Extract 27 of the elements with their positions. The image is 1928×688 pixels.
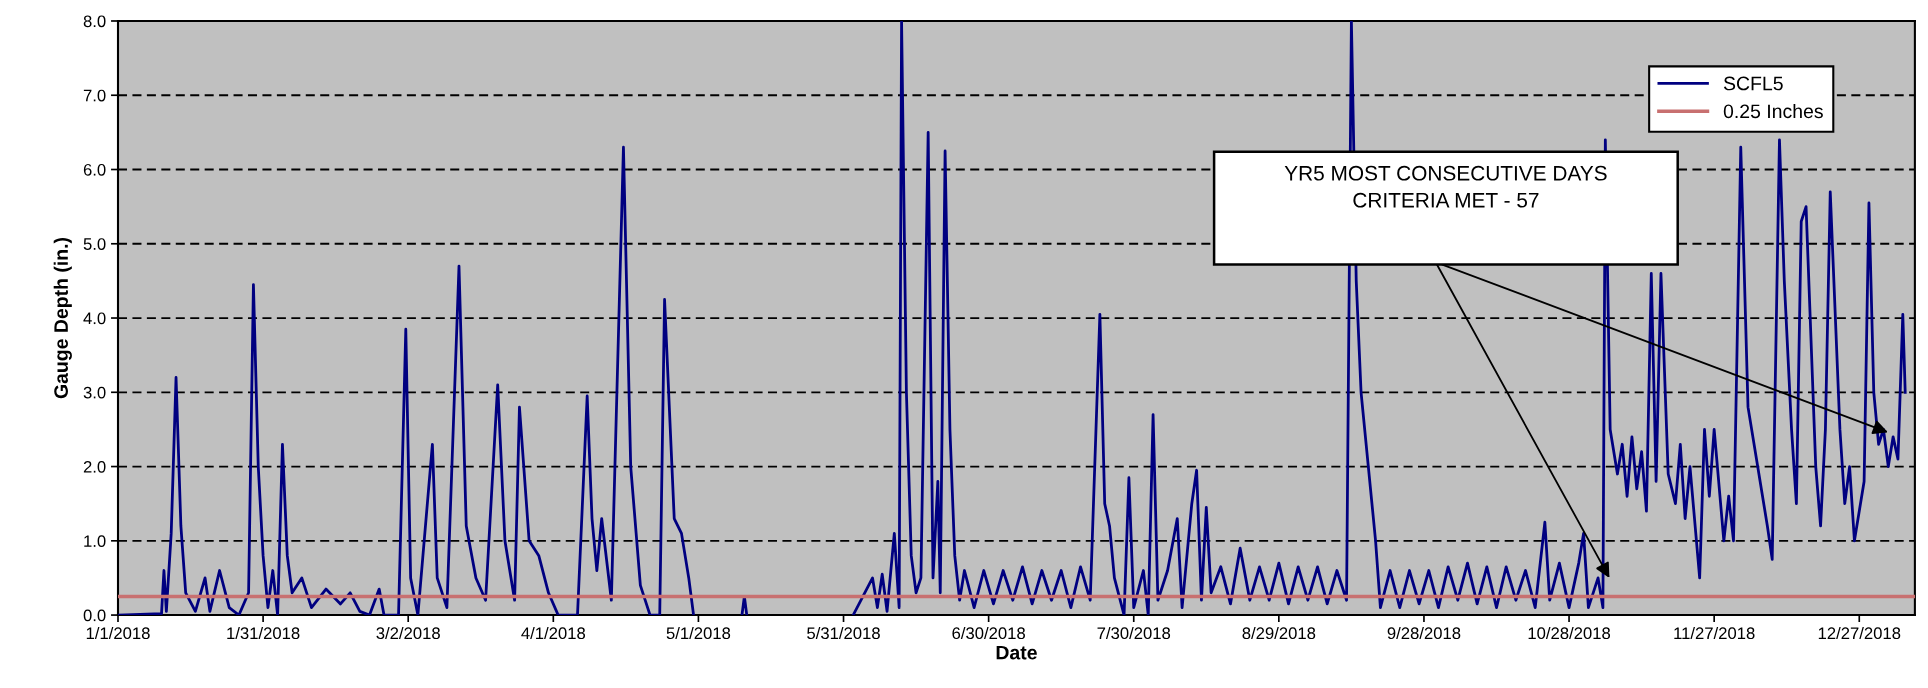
x-tick-label: 3/2/2018: [376, 626, 440, 640]
y-tick-label: 8.0: [83, 15, 106, 28]
x-tick-label: 8/29/2018: [1242, 626, 1316, 640]
x-tick-label: 9/28/2018: [1387, 626, 1461, 640]
y-tick-label: 6.0: [83, 163, 106, 176]
annotation: YR5 MOST CONSECUTIVE DAYS CRITERIA MET - 57: [1284, 165, 1607, 208]
x-tick-label: 1/31/2018: [227, 626, 300, 640]
y-tick-label: 7.0: [83, 89, 106, 102]
y-tick-label: 3.0: [83, 386, 106, 399]
x-tick-label: 10/28/2018: [1528, 626, 1611, 640]
x-tick-label: 6/30/2018: [952, 626, 1025, 640]
x-tick-label: 11/27/2018: [1674, 626, 1755, 640]
y-axis-title: Gauge Depth (in.): [53, 237, 72, 399]
legend-label: 0.25 Inches: [1723, 103, 1823, 119]
x-tick-label: 5/31/2018: [807, 626, 880, 640]
y-tick-label: 5.0: [83, 238, 106, 250]
x-tick-label: 4/1/2018: [521, 626, 586, 640]
legend-label: SCFL5: [1723, 76, 1783, 91]
y-tick-label: 0.0: [83, 609, 106, 622]
x-axis-title: Date: [996, 645, 1037, 660]
x-tick-label: 1/1/2018: [86, 626, 150, 640]
x-tick-label: 5/1/2018: [666, 626, 731, 640]
y-tick-label: 2.0: [83, 460, 106, 473]
y-tick-label: 4.0: [83, 312, 106, 325]
x-tick-label: 7/30/2018: [1097, 626, 1171, 640]
x-tick-label: 12/27/2018: [1818, 626, 1901, 640]
y-tick-label: 1.0: [84, 535, 106, 548]
